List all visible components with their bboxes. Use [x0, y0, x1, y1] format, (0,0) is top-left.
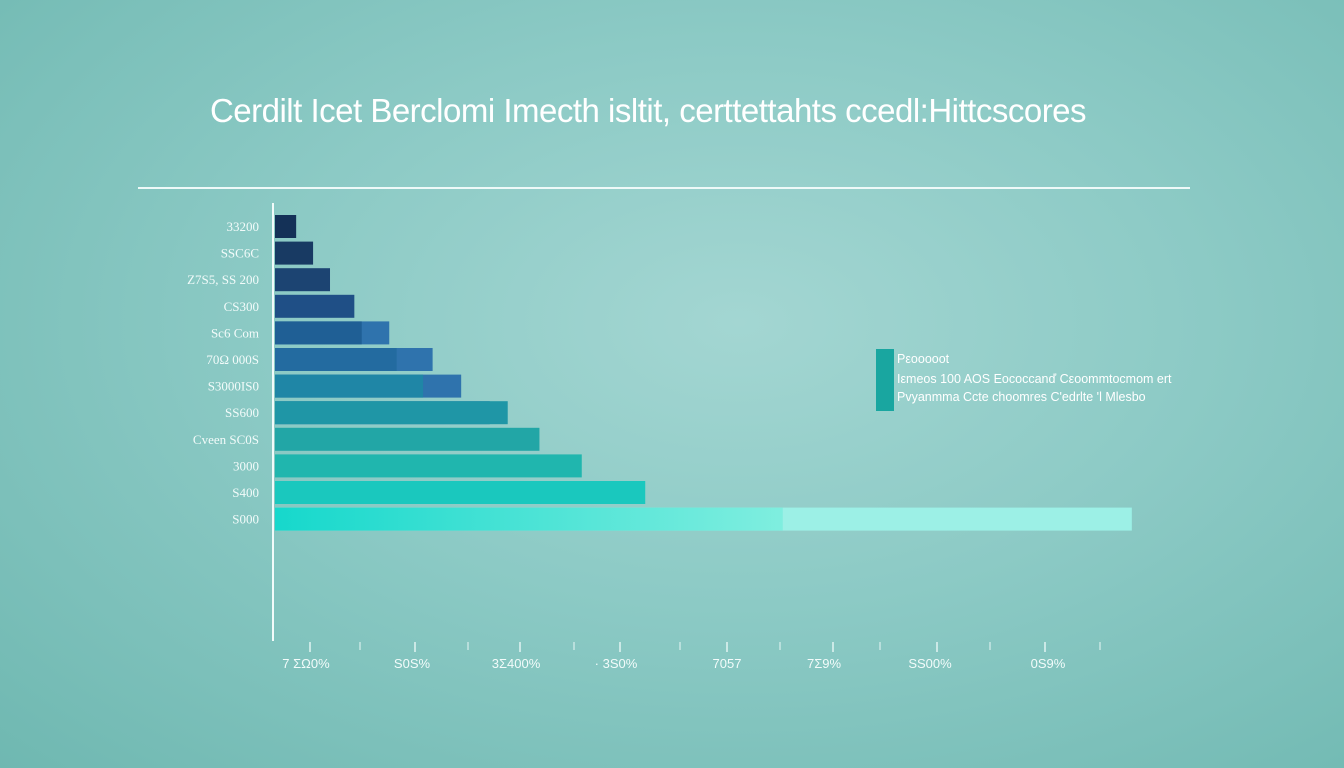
bar-0 [275, 215, 297, 238]
y-tick-label-7: SS600 [225, 405, 259, 420]
legend: Pεοοοοοt Iεmeos 100 AOS Eococcanď Cεoomm… [876, 349, 1172, 411]
legend-swatch [876, 349, 894, 411]
bar-5 [275, 348, 397, 371]
legend-line-1: Pεοοοοοt [897, 352, 950, 366]
legend-line-2: Iεmeos 100 AOS Eococcanď Cεoommtocmom er… [897, 372, 1172, 386]
x-tick-label-5: 7Σ9% [807, 656, 841, 671]
y-tick-label-1: SSC6C [221, 246, 259, 261]
legend-line-3: Pvyanmma Ccte choomres C'edrlte 'l Mlesb… [897, 390, 1146, 404]
x-tick-label-6: SS00% [908, 656, 952, 671]
y-tick-label-3: CS300 [224, 299, 259, 314]
x-tick-label-7: 0S9% [1031, 656, 1066, 671]
bar-7 [275, 401, 508, 425]
x-tick-label-1: S0S% [394, 656, 431, 671]
chart-title: Cerdilt Icet Berclomi Imecth isltit, cer… [209, 92, 1087, 129]
y-tick-label-9: 3000 [233, 458, 259, 473]
y-tick-label-8: Cveen SC0S [193, 432, 259, 447]
x-tick-label-0: 7 ΣΩ0% [282, 656, 330, 671]
y-tick-label-11: S000 [232, 512, 259, 527]
y-tick-label-6: S3000IS0 [208, 379, 259, 394]
x-tick-label-4: 7057 [713, 656, 742, 671]
bar-10 [275, 481, 646, 504]
x-tick-label-3: · 3S0% [595, 656, 638, 671]
bar-9 [275, 454, 582, 478]
y-tick-label-0: 33200 [227, 219, 260, 234]
x-tick-label-2: 3Σ400% [492, 656, 541, 671]
y-tick-label-4: Sc6 Com [211, 325, 259, 340]
bar-1 [275, 241, 314, 265]
bar-6 [275, 374, 424, 398]
y-tick-label-10: S400 [232, 485, 259, 500]
bar-3 [275, 294, 355, 318]
y-tick-label-5: 70Ω 000S [206, 352, 259, 367]
bar-2 [275, 268, 331, 292]
bar-8 [275, 427, 540, 451]
bar-4 [275, 321, 362, 345]
y-tick-label-2: Z7S5, SS 200 [187, 272, 259, 287]
bar-11 [275, 507, 783, 531]
